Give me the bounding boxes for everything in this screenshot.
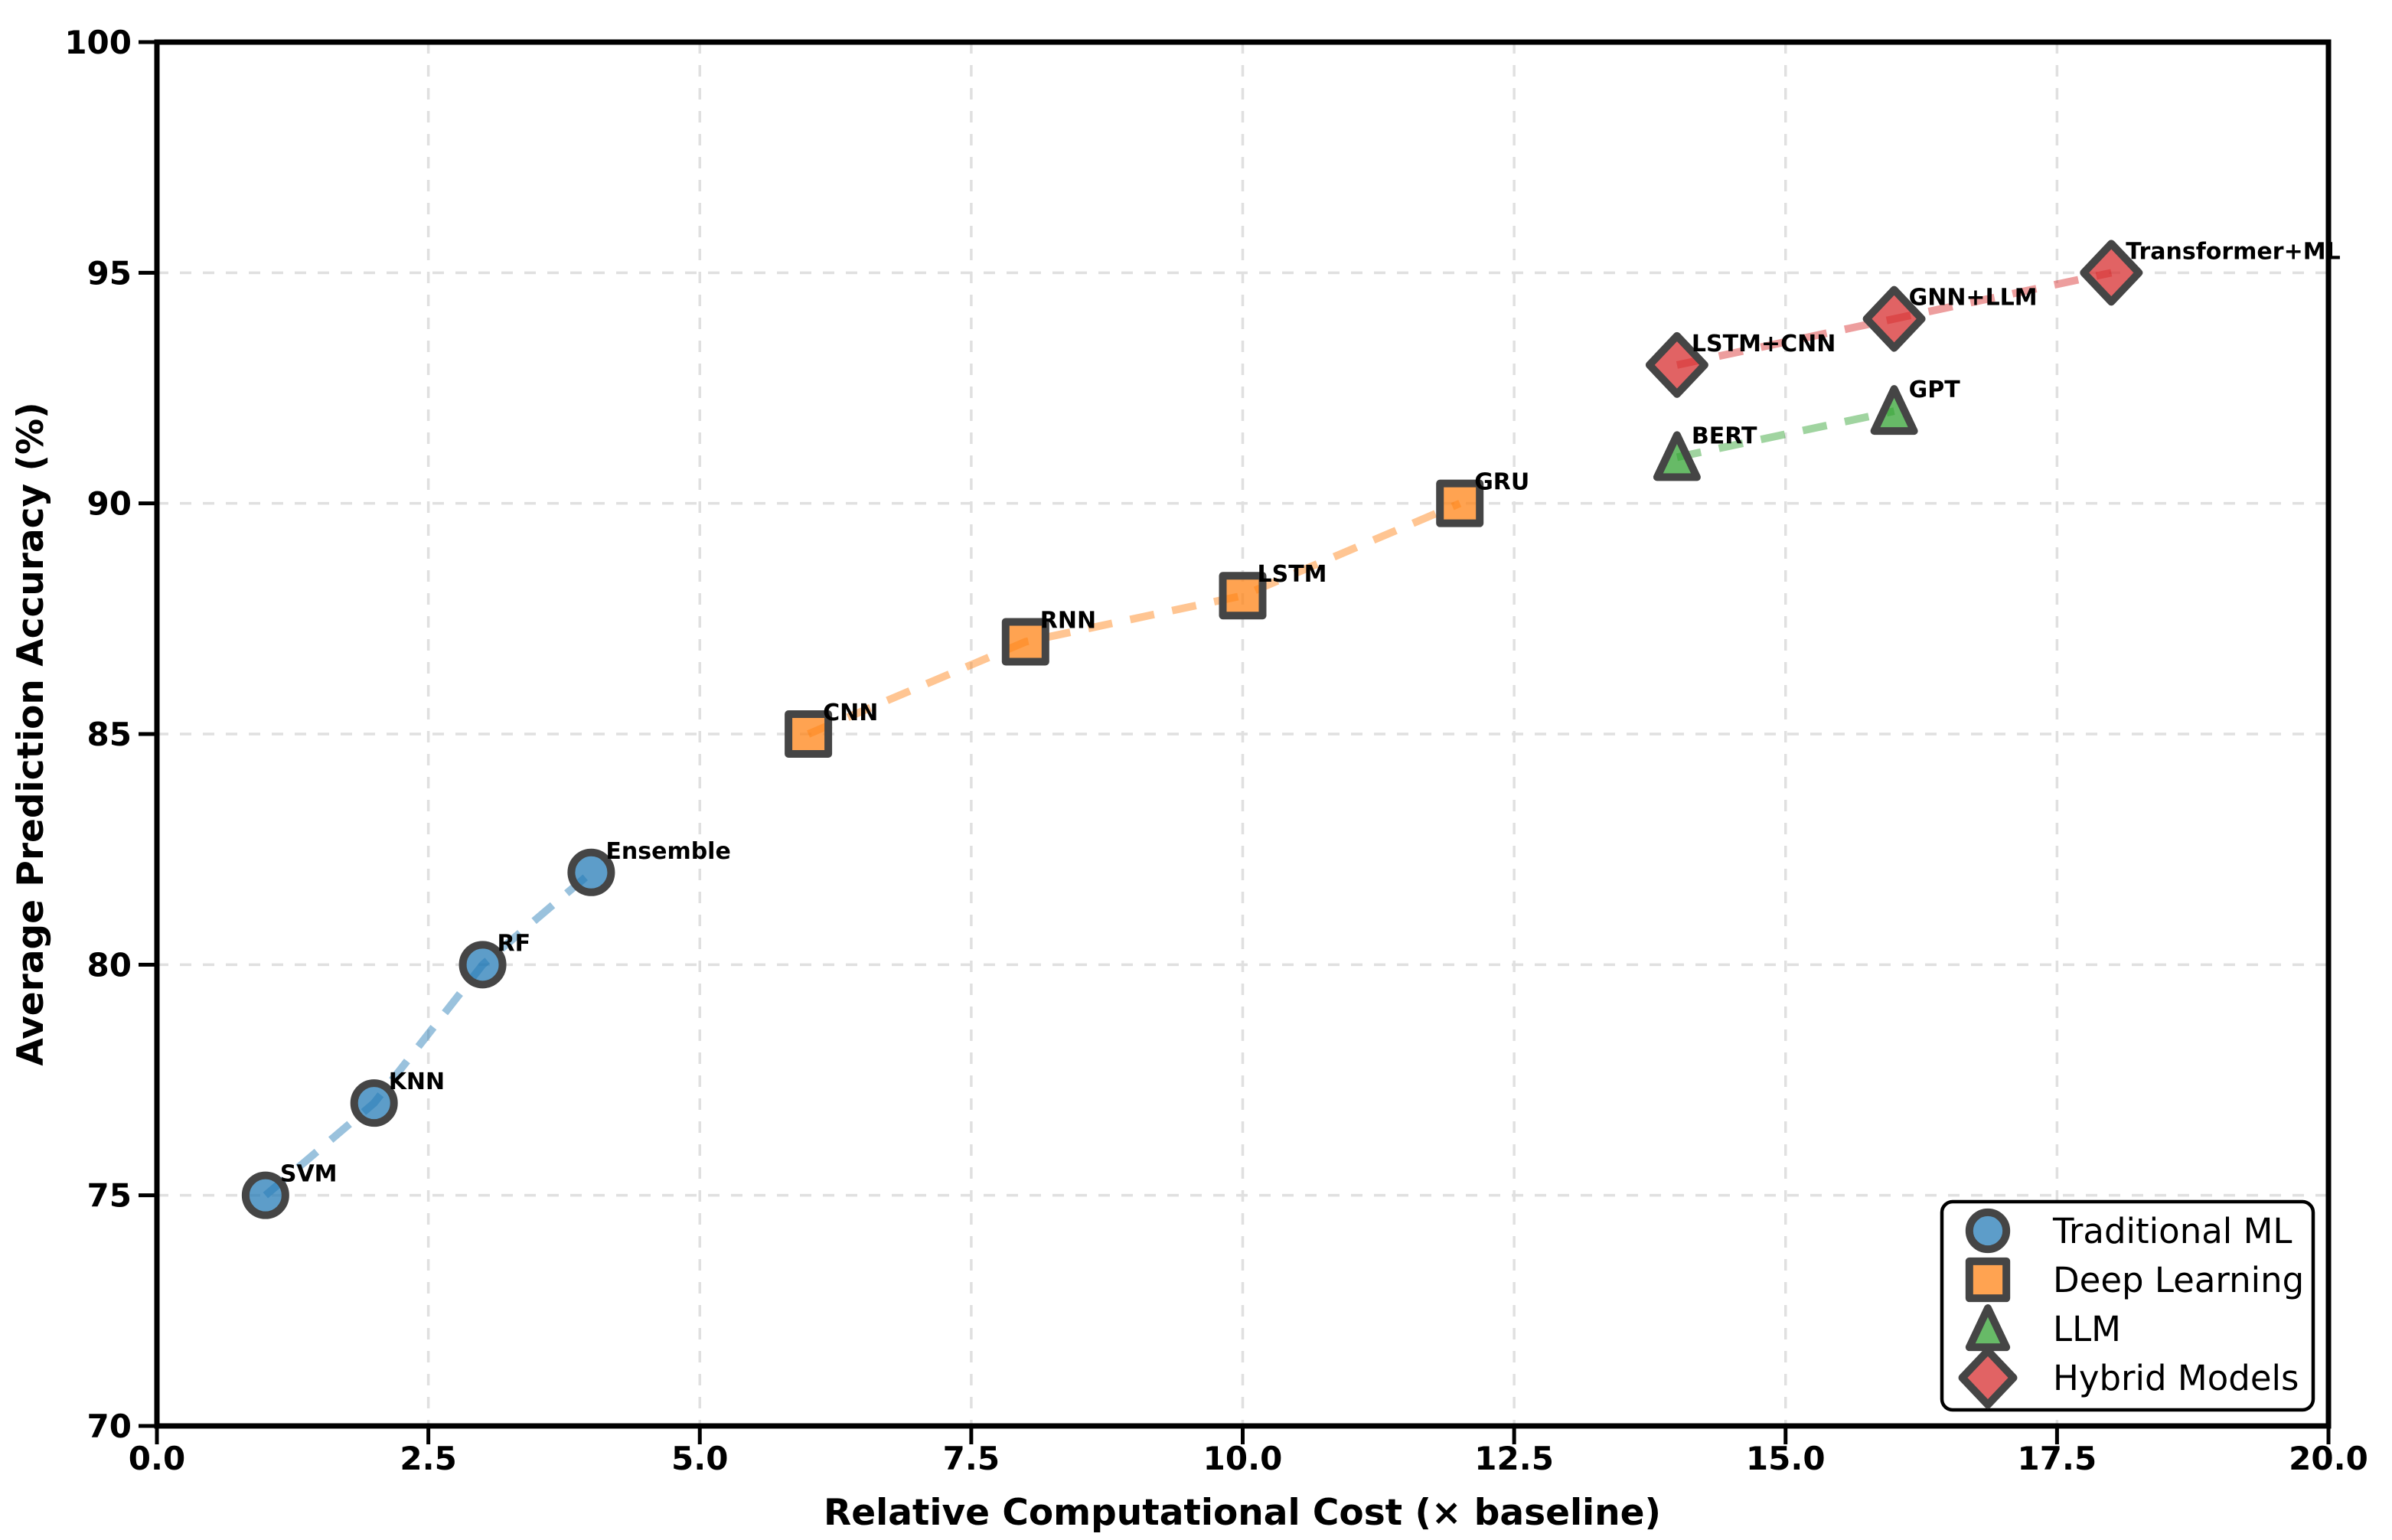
legend-marker-traditional-ml — [1965, 1208, 2011, 1254]
point-ensemble-label: Ensemble — [605, 838, 730, 865]
x-tick-label-7.5: 7.5 — [943, 1440, 1000, 1477]
point-knn-label: KNN — [389, 1069, 445, 1095]
series-llm: BERT GPT — [1653, 377, 1961, 481]
legend-item-traditional-ml: Traditional ML — [2052, 1211, 2292, 1251]
point-svm-marker — [241, 1171, 289, 1219]
legend-marker-deep-learning — [1965, 1257, 2011, 1303]
x-tick-label-17.5: 17.5 — [2018, 1440, 2097, 1477]
x-tick-label-5.0: 5.0 — [671, 1440, 728, 1477]
y-tick-label-80: 80 — [87, 946, 132, 984]
y-tick-label-95: 95 — [87, 254, 132, 292]
series-hybrid-models: LSTM+CNN GNN+LLM Transformer+ML — [1645, 238, 2341, 398]
y-axis-label: Average Prediction Accuracy (%) — [10, 402, 52, 1065]
point-ensemble-marker — [567, 848, 615, 896]
legend-item-hybrid-models: Hybrid Models — [2053, 1358, 2299, 1398]
ticks-layer: 0.0 2.5 5.0 7.5 10.0 12.5 15.0 17.5 20.0 70 75 80 85… — [64, 24, 2368, 1477]
point-svm-label: SVM — [280, 1161, 338, 1188]
x-axis-label: Relative Computational Cost (× baseline) — [824, 1492, 1661, 1534]
x-tick-label-15.0: 15.0 — [1746, 1440, 1826, 1477]
point-cnn-label: CNN — [823, 700, 878, 726]
point-gru-label: GRU — [1474, 469, 1529, 496]
legend: Traditional ML Deep Learning LLM Hybrid … — [1940, 1199, 2315, 1412]
point-rf-marker — [458, 941, 507, 989]
point-lstm-label: LSTM — [1258, 561, 1327, 588]
point-gpt-label: GPT — [1909, 377, 1961, 403]
point-cnn-marker — [785, 710, 833, 758]
point-bert-marker — [1653, 431, 1701, 481]
point-rf-label: RF — [498, 930, 531, 957]
point-transformer-ml-label: Transformer+ML — [2126, 238, 2340, 265]
y-tick-label-100: 100 — [64, 24, 132, 61]
x-tick-label-10.0: 10.0 — [1203, 1440, 1283, 1477]
x-tick-label-12.5: 12.5 — [1474, 1440, 1554, 1477]
y-tick-label-70: 70 — [87, 1408, 132, 1445]
grid-layer — [157, 42, 2328, 1426]
legend-item-llm: LLM — [2053, 1309, 2121, 1349]
legend-item-deep-learning: Deep Learning — [2053, 1260, 2304, 1300]
point-gru-marker — [1436, 479, 1484, 527]
series-traditional-ml-line — [263, 869, 594, 1199]
point-gnn-llm-label: GNN+LLM — [1909, 285, 2038, 312]
point-lstm-cnn-marker — [1645, 331, 1708, 398]
series-deep-learning-line — [807, 500, 1462, 738]
y-tick-label-90: 90 — [87, 485, 132, 523]
x-tick-label-2.5: 2.5 — [400, 1440, 456, 1477]
legend-box — [1940, 1199, 2315, 1412]
x-tick-label-20.0: 20.0 — [2289, 1440, 2368, 1477]
series-deep-learning: CNN RNN LSTM GRU — [785, 469, 1529, 758]
point-transformer-ml-marker — [2080, 240, 2143, 306]
x-tick-label-0.0: 0.0 — [129, 1440, 185, 1477]
y-tick-label-85: 85 — [87, 716, 132, 753]
point-rnn-marker — [1001, 618, 1049, 666]
point-gpt-marker — [1870, 385, 1918, 436]
series-llm-line — [1676, 407, 1895, 462]
y-tick-label-75: 75 — [87, 1177, 132, 1215]
series-layer: SVMKNNRFEnsembleCNNRNNLSTMGRUBERTGPTLSTM… — [241, 238, 2341, 1219]
point-knn-marker — [350, 1079, 398, 1127]
point-lstm-cnn-label: LSTM+CNN — [1692, 331, 1836, 357]
point-bert-label: BERT — [1692, 423, 1757, 449]
point-lstm-marker — [1219, 572, 1267, 620]
point-gnn-llm-marker — [1862, 285, 1926, 352]
point-rnn-label: RNN — [1040, 607, 1096, 634]
series-traditional-ml: SVM KNN RF Ensemble — [241, 838, 731, 1219]
legend-marker-hybrid-models — [1958, 1346, 2018, 1409]
legend-markers — [1958, 1208, 2018, 1409]
